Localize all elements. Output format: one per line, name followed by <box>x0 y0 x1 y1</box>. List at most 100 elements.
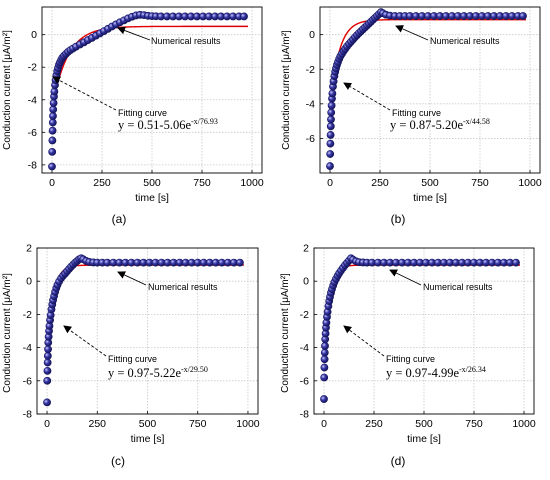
data-point <box>327 101 336 110</box>
data-point <box>49 99 58 107</box>
y-tick-label: -4 <box>306 98 315 110</box>
x-tick-label: 0 <box>327 177 333 189</box>
x-axis-title: time [s] <box>135 192 169 204</box>
y-tick-label: -8 <box>28 159 37 171</box>
fitting-curve-arrow <box>343 325 385 357</box>
fitting-curve-label: Fitting curve <box>392 108 441 118</box>
x-tick-label: 250 <box>371 177 389 189</box>
data-point <box>320 348 329 357</box>
data-point <box>321 342 329 350</box>
x-tick-label: 250 <box>365 418 383 430</box>
fitting-curve-arrow <box>52 76 117 111</box>
panel-label: (b) <box>391 212 406 226</box>
data-point <box>326 162 334 170</box>
data-point <box>240 12 248 21</box>
data-point <box>50 87 59 96</box>
data-point <box>326 131 335 139</box>
numerical-results-label: Numerical results <box>430 36 500 46</box>
x-axis-title: time [s] <box>413 192 447 204</box>
fitting-curve-label: Fitting curve <box>118 108 167 118</box>
y-axis-title: Conduction current [μA/m²] <box>281 30 292 150</box>
x-tick-label: 1000 <box>512 418 536 430</box>
data-layer <box>326 8 527 170</box>
fit-equation-base: y = 0.97-5.22e <box>108 366 181 380</box>
y-tick-label: 0 <box>303 276 309 288</box>
data-point <box>44 345 52 354</box>
data-point <box>326 139 335 148</box>
x-axis-title: time [s] <box>407 433 441 445</box>
y-tick-label: -2 <box>306 64 315 76</box>
y-tick-label: 0 <box>31 29 37 41</box>
fit-equation-base: y = 0.97-4.99e <box>386 366 459 380</box>
x-tick-label: 500 <box>415 418 433 430</box>
data-point <box>43 351 52 360</box>
y-tick-label: 2 <box>26 243 32 255</box>
data-point <box>327 115 335 124</box>
data-point <box>49 105 58 114</box>
data-point <box>48 147 57 156</box>
chart-panel-b: 0 250 500 750 1000 -6 -4 -2 0 time [s] Conduction … <box>281 6 542 226</box>
fit-equation-exponent: -x/29.50 <box>181 365 208 374</box>
numerical-results-arrow <box>117 26 151 41</box>
fit-equation: y = 0.87-5.20e-x/44.58 <box>390 117 490 132</box>
data-point <box>43 366 52 375</box>
y-tick-label: 0 <box>309 29 315 41</box>
x-tick-label: 0 <box>321 418 327 430</box>
data-point <box>48 118 57 127</box>
data-point <box>43 398 51 407</box>
fit-equation-exponent: -x/26.34 <box>459 365 486 374</box>
data-layer <box>48 10 248 171</box>
y-tick-label: -2 <box>23 309 32 321</box>
x-tick-label: 500 <box>143 177 161 189</box>
numerical-results-arrow <box>395 25 429 41</box>
fitting-curve-label: Fitting curve <box>386 354 435 364</box>
x-tick-label: 1000 <box>240 177 264 189</box>
chart-panel-c: 0 250 500 750 1000 -8 -6 -4 -2 0 2 time [s] Conducti… <box>2 243 260 469</box>
x-tick-label: 750 <box>193 177 211 189</box>
x-tick-label: 1000 <box>236 418 260 430</box>
fit-equation: y = 0.51-5.06e-x/76.93 <box>118 117 218 132</box>
panel-label: (d) <box>391 454 406 468</box>
fit-equation-base: y = 0.51-5.06e <box>118 118 191 132</box>
data-point <box>236 258 244 267</box>
fitting-curve-label: Fitting curve <box>108 354 157 364</box>
data-point <box>43 376 52 385</box>
y-tick-label: -4 <box>300 342 309 354</box>
y-tick-label: -4 <box>28 94 37 106</box>
fit-equation-text: y = 0.51-5.06e-x/76.93 <box>118 117 218 132</box>
y-tick-label: -6 <box>300 375 309 387</box>
fit-equation-text: y = 0.97-5.22e-x/29.50 <box>108 365 208 380</box>
x-tick-label: 500 <box>139 418 157 430</box>
fit-equation: y = 0.97-5.22e-x/29.50 <box>108 365 208 380</box>
fitting-curve-line <box>51 25 248 109</box>
x-tick-label: 250 <box>93 177 111 189</box>
y-tick-label: 0 <box>26 276 32 288</box>
chart-panel-d: 0 250 500 750 1000 -8 -6 -4 -2 0 2 time [s] Conducti… <box>280 243 536 469</box>
y-tick-label: -2 <box>28 62 37 74</box>
panel-label: (c) <box>111 454 125 468</box>
y-tick-label: -6 <box>306 133 315 145</box>
data-point <box>320 363 329 372</box>
x-tick-label: 1000 <box>518 177 542 189</box>
data-point <box>49 112 57 120</box>
y-tick-label: -6 <box>28 127 37 139</box>
y-tick-label: -2 <box>300 309 309 321</box>
data-point <box>320 373 329 382</box>
panel-label: (a) <box>112 212 127 226</box>
x-tick-label: 750 <box>189 418 207 430</box>
fit-equation-text: y = 0.97-4.99e-x/26.34 <box>386 365 486 380</box>
data-point <box>320 355 329 364</box>
data-point <box>326 150 335 158</box>
x-tick-label: 0 <box>49 177 55 189</box>
x-tick-label: 500 <box>421 177 439 189</box>
y-tick-label: -8 <box>300 409 309 421</box>
data-point <box>48 126 57 135</box>
data-point <box>327 108 336 117</box>
numerical-results-arrow <box>117 271 147 286</box>
data-point <box>43 358 52 367</box>
y-axis-title: Conduction current [μA/m²] <box>2 30 13 150</box>
data-point <box>328 89 337 98</box>
data-point <box>326 122 335 131</box>
x-tick-label: 250 <box>89 418 107 430</box>
fit-equation-exponent: -x/44.58 <box>463 117 490 126</box>
